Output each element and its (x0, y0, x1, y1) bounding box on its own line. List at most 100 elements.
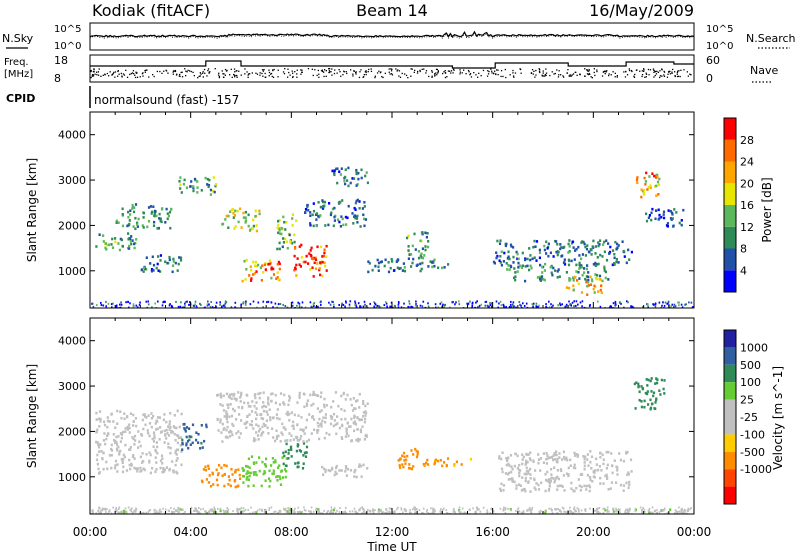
heatmap-cell (234, 470, 237, 474)
heatmap-cell (658, 177, 661, 181)
heatmap-cell (297, 461, 300, 464)
heatmap-cell (330, 405, 333, 409)
heatmap-cell (236, 209, 239, 213)
heatmap-cell (243, 259, 246, 263)
heatmap-cell (320, 425, 323, 428)
heatmap-cell (595, 277, 598, 281)
heatmap-cell (355, 170, 358, 174)
heatmap-cell (145, 268, 148, 271)
heatmap-cell (102, 240, 105, 243)
heatmap-cell (372, 512, 375, 514)
heatmap-cell (186, 300, 188, 303)
heatmap-cell (132, 420, 135, 423)
heatmap-cell (582, 455, 585, 458)
nave-point (391, 73, 393, 75)
heatmap-cell (298, 391, 301, 395)
heatmap-cell (230, 306, 233, 308)
heatmap-cell (552, 266, 555, 270)
heatmap-cell (349, 510, 351, 513)
heatmap-cell (235, 418, 238, 421)
heatmap-cell (515, 509, 517, 512)
heatmap-cell (552, 255, 555, 258)
heatmap-cell (471, 302, 474, 305)
heatmap-cell (268, 408, 271, 411)
heatmap-cell (479, 510, 482, 513)
heatmap-cell (290, 455, 293, 458)
colorbar-swatch (724, 486, 736, 504)
heatmap-cell (382, 511, 385, 514)
heatmap-cell (462, 512, 465, 514)
heatmap-cell (585, 267, 588, 271)
heatmap-cell (336, 422, 339, 425)
heatmap-cell (592, 287, 595, 291)
heatmap-cell (354, 201, 357, 205)
heatmap-cell (464, 512, 467, 514)
heatmap-cell (482, 506, 485, 509)
heatmap-cell (614, 304, 616, 307)
heatmap-cell (245, 472, 248, 476)
heatmap-cell (517, 507, 520, 510)
heatmap-cell (312, 303, 315, 305)
heatmap-cell (247, 213, 250, 217)
heatmap-cell (153, 212, 156, 215)
heatmap-cell (362, 463, 365, 467)
heatmap-cell (179, 444, 182, 447)
heatmap-cell (568, 279, 571, 282)
heatmap-cell (674, 512, 676, 514)
heatmap-cell (142, 211, 145, 215)
heatmap-cell (97, 472, 101, 475)
heatmap-cell (628, 258, 631, 261)
heatmap-cell (293, 509, 295, 512)
heatmap-cell (232, 407, 235, 411)
heatmap-cell (95, 411, 98, 415)
heatmap-cell (411, 244, 414, 248)
heatmap-cell (556, 276, 559, 279)
heatmap-cell (575, 247, 578, 251)
heatmap-cell (518, 301, 521, 303)
heatmap-cell (558, 484, 561, 488)
heatmap-cell (112, 302, 114, 305)
heatmap-cell (353, 429, 356, 433)
heatmap-cell (171, 264, 175, 267)
heatmap-cell (513, 305, 515, 308)
heatmap-cell (663, 379, 666, 382)
nave-point (649, 69, 652, 71)
heatmap-cell (294, 246, 297, 249)
heatmap-cell (113, 439, 116, 442)
heatmap-cell (229, 434, 232, 438)
heatmap-cell (128, 426, 131, 430)
heatmap-cell (609, 245, 612, 249)
heatmap-cell (408, 466, 411, 470)
heatmap-cell (527, 472, 530, 475)
heatmap-cell (118, 511, 121, 514)
heatmap-cell (607, 278, 610, 281)
heatmap-cell (507, 264, 510, 267)
heatmap-cell (557, 268, 560, 271)
heatmap-cell (529, 254, 532, 257)
nave-point (331, 74, 333, 76)
heatmap-cell (229, 403, 232, 406)
heatmap-cell (571, 240, 575, 244)
nave-point (419, 70, 421, 73)
nave-point (641, 75, 643, 78)
heatmap-cell (207, 184, 211, 187)
heatmap-cell (302, 454, 305, 457)
heatmap-cell (103, 420, 106, 424)
heatmap-cell (278, 267, 281, 271)
heatmap-cell (510, 470, 513, 474)
freq-unit-label: [MHz] (4, 69, 33, 80)
heatmap-cell (96, 462, 99, 466)
heatmap-cell (95, 512, 98, 514)
nave-point (512, 75, 515, 77)
nave-point (558, 74, 560, 76)
heatmap-cell (145, 453, 148, 456)
heatmap-cell (669, 217, 673, 220)
heatmap-cell (320, 409, 323, 412)
heatmap-cell (268, 469, 271, 473)
nave-point (616, 75, 618, 77)
heatmap-cell (345, 300, 347, 303)
heatmap-cell (302, 260, 305, 264)
heatmap-cell (291, 217, 294, 220)
heatmap-cell (283, 468, 287, 471)
